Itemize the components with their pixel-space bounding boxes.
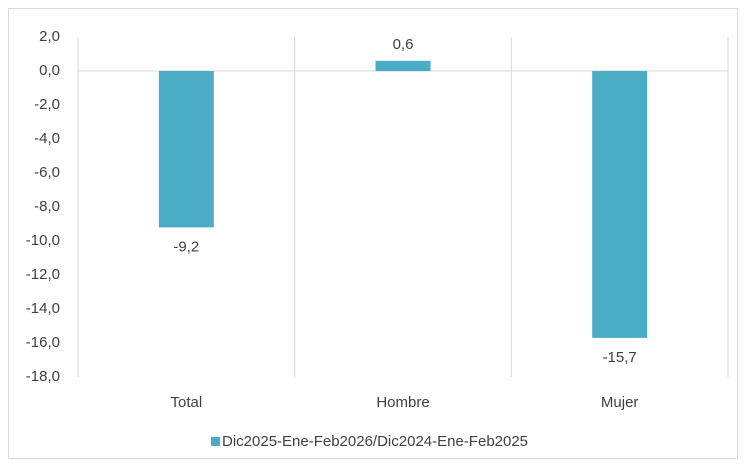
- y-tick-label: -8,0: [34, 198, 60, 215]
- y-tick-label: -10,0: [26, 232, 60, 249]
- legend-swatch: [211, 437, 220, 446]
- value-label: -9,2: [173, 238, 199, 255]
- x-tick-label: Hombre: [376, 394, 429, 411]
- value-label: 0,6: [393, 36, 414, 53]
- bar: [592, 71, 648, 338]
- x-tick-label: Mujer: [601, 394, 639, 411]
- value-label: -15,7: [603, 349, 637, 366]
- y-tick-label: -2,0: [34, 96, 60, 113]
- y-tick-label: 0,0: [39, 62, 60, 79]
- y-tick-label: 2,0: [39, 28, 60, 45]
- y-tick-label: -6,0: [34, 164, 60, 181]
- bar: [375, 60, 431, 71]
- y-tick-label: -14,0: [26, 300, 60, 317]
- y-tick-label: -18,0: [26, 368, 60, 385]
- legend-label: Dic2025-Ene-Feb2026/Dic2024-Ene-Feb2025: [222, 433, 528, 450]
- y-tick-label: -16,0: [26, 334, 60, 351]
- y-tick-label: -12,0: [26, 266, 60, 283]
- y-tick-label: -4,0: [34, 130, 60, 147]
- x-tick-label: Total: [170, 394, 202, 411]
- bar: [158, 71, 214, 228]
